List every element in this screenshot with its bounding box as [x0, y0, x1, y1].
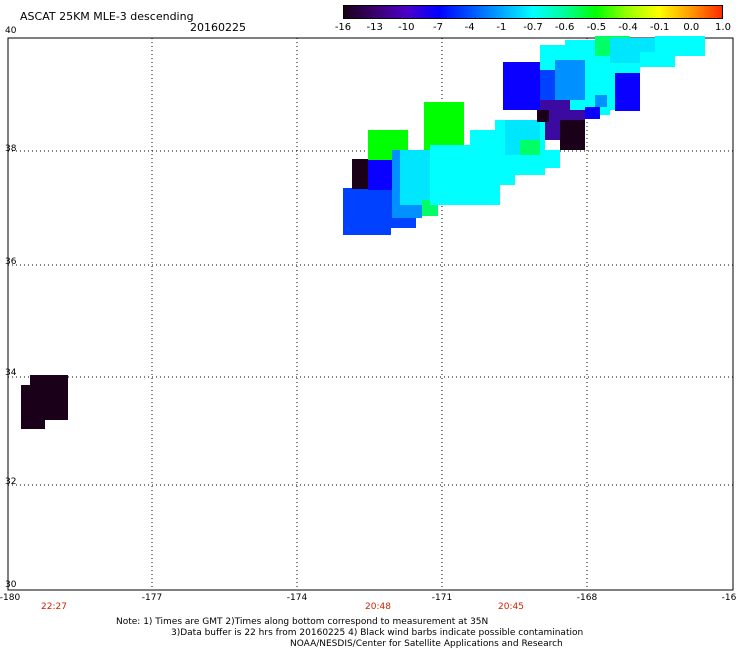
colorbar-tick-label: -16: [334, 22, 352, 33]
colorbar-tick-label: -13: [366, 22, 383, 33]
lat-label-30: 30: [5, 580, 17, 590]
map-title: ASCAT 25KM MLE-3 descending: [20, 10, 194, 23]
colorbar-segment: [470, 6, 502, 18]
swath-block: [540, 150, 560, 168]
swath-block: [503, 62, 541, 110]
colorbar-tick-label: -0.1: [649, 22, 670, 33]
swath-block: [537, 110, 549, 122]
swath-block: [595, 95, 607, 107]
colorbar-tick-label: 0.0: [683, 22, 700, 33]
dark-patch: [21, 375, 68, 429]
colorbar-segment: [690, 6, 722, 18]
colorbar-segment: [375, 6, 407, 18]
swath-block: [520, 140, 540, 155]
colorbar-tick-label: 1.0: [715, 22, 731, 33]
colorbar-segment: [659, 6, 691, 18]
lon-label-177: -177: [141, 593, 163, 603]
colorbar-tick-label: -7: [433, 22, 443, 33]
swath-block: [640, 52, 675, 67]
swath-block: [555, 60, 585, 100]
lat-label-34: 34: [5, 368, 17, 378]
lon-label-16: -16: [721, 593, 737, 603]
time-label-2: 20:48: [365, 602, 391, 612]
colorbar-strip: [343, 5, 723, 19]
lon-label-180: -180: [0, 593, 21, 603]
lat-label-32: 32: [5, 477, 17, 487]
time-label-3: 20:45: [498, 602, 524, 612]
swath-block: [352, 159, 370, 189]
data-swath: [343, 36, 705, 235]
swath-block: [615, 73, 640, 111]
dark-patch-block: [21, 385, 45, 429]
colorbar-tick-label: -0.7: [523, 22, 543, 33]
colorbar-tick-label: -10: [398, 22, 415, 33]
colorbar-segment: [438, 6, 470, 18]
swath-block: [343, 188, 391, 235]
note-line-1: Note: 1) Times are GMT 2)Times along bot…: [116, 617, 489, 627]
lon-label-174: -174: [286, 593, 308, 603]
colorbar-tick-label: -1: [496, 22, 507, 33]
swath-block: [585, 107, 600, 119]
colorbar-segment: [564, 6, 596, 18]
map-date: 20160225: [190, 21, 246, 34]
swath-block: [560, 110, 585, 120]
note-line-2: 3)Data buffer is 22 hrs from 20160225 4)…: [171, 628, 584, 638]
map-frame: [7, 37, 734, 591]
colorbar-segment: [501, 6, 533, 18]
swath-block: [368, 160, 392, 190]
gridlines: [8, 38, 733, 590]
time-label-1: 22:27: [41, 602, 67, 612]
colorbar-tick-label: -4: [464, 22, 475, 33]
colorbar-segment: [533, 6, 565, 18]
colorbar-tick-label: -0.5: [586, 22, 607, 33]
colorbar: -16 -13 -10 -7 -4 -1 -0.7 -0.6 -0.5 -0.4 -0.1 0.0 1.…: [335, 5, 731, 37]
swath-block: [655, 36, 705, 56]
colorbar-segment: [344, 6, 376, 18]
colorbar-labels: -16 -13 -10 -7 -4 -1 -0.7 -0.6 -0.5 -0.4 -0.1 0.0 1.…: [335, 22, 731, 34]
colorbar-tick-label: -0.4: [618, 22, 638, 33]
lon-label-171: -171: [431, 593, 453, 603]
swath-block: [560, 120, 585, 150]
colorbar-tick-label: -0.6: [554, 22, 575, 33]
note-line-3: NOAA/NESDIS/Center for Satellite Applica…: [290, 639, 563, 649]
colorbar-segment: [627, 6, 659, 18]
lat-label-36: 36: [5, 257, 17, 267]
swath-block: [424, 102, 464, 150]
lat-label-40: 40: [5, 26, 17, 36]
lon-label-168: -168: [576, 593, 598, 603]
colorbar-segment: [596, 6, 628, 18]
colorbar-segment: [407, 6, 439, 18]
lat-label-38: 38: [5, 144, 17, 154]
